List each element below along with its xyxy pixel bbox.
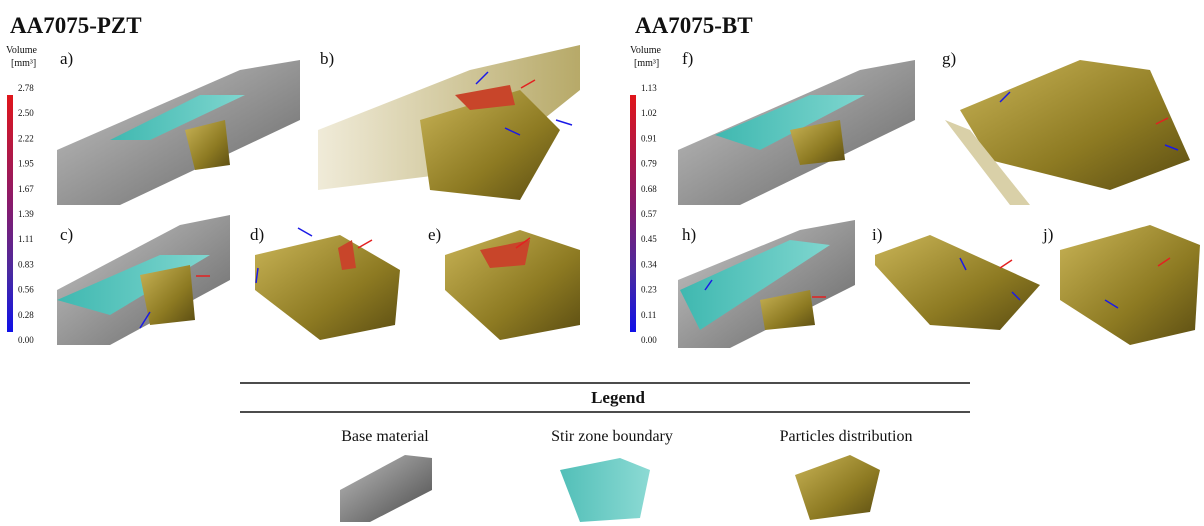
colorbar-tick-label: 0.23 bbox=[641, 285, 657, 295]
colorbar-label: Volume bbox=[630, 45, 661, 56]
colorbar-tick-label: 1.13 bbox=[641, 83, 657, 93]
page: {"left": {"title": "AA7075-PZT", "colorb… bbox=[0, 0, 1204, 526]
colorbar-unit: [mm³] bbox=[11, 58, 36, 69]
panel-label: i) bbox=[872, 225, 882, 244]
colorbar-tick-label: 0.79 bbox=[641, 159, 657, 169]
colorbar-tick-label: 1.95 bbox=[18, 159, 34, 169]
panel-label: b) bbox=[320, 49, 334, 68]
colorbar-tick-label: 1.02 bbox=[641, 108, 657, 118]
colorbar-tick-label: 0.00 bbox=[18, 335, 34, 345]
render bbox=[57, 45, 1200, 348]
legend-title: Legend bbox=[591, 388, 645, 407]
colorbar-label: Volume bbox=[6, 45, 37, 56]
figure: AA7075-PZT AA7075-BT Volume [mm³] Volume… bbox=[0, 0, 1204, 526]
colorbar-tick-label: 2.50 bbox=[18, 108, 34, 118]
colorbar-tick-label: 2.78 bbox=[18, 83, 34, 93]
panel-label: e) bbox=[428, 225, 441, 244]
colorbar-tick-label: 0.45 bbox=[641, 234, 657, 244]
title: AA7075-BT bbox=[635, 13, 753, 38]
colorbar-tick-label: 1.11 bbox=[18, 234, 33, 244]
colorbar-tick-label: 0.83 bbox=[18, 259, 34, 269]
colorbar-tick-label: 0.56 bbox=[18, 285, 34, 295]
colorbar-tick-label: 1.39 bbox=[18, 209, 34, 219]
colorbar-bar bbox=[7, 95, 13, 332]
colorbar-tick-label: 0.11 bbox=[641, 310, 656, 320]
panel-label: g) bbox=[942, 49, 956, 68]
colorbar-unit: [mm³] bbox=[634, 58, 659, 69]
colorbar-tick-label: 0.68 bbox=[641, 184, 657, 194]
panel-label: h) bbox=[682, 225, 696, 244]
panel-label: j) bbox=[1042, 225, 1053, 244]
panel-label: d) bbox=[250, 225, 264, 244]
colorbar-tick-label: 0.91 bbox=[641, 133, 657, 143]
legend: Legend Base material Stir zone boundary … bbox=[240, 383, 970, 522]
colorbar-tick-label: 0.28 bbox=[18, 310, 34, 320]
colorbar-tick-label: 0.57 bbox=[641, 209, 657, 219]
legend-item: Base material bbox=[341, 428, 429, 445]
colorbar-bar bbox=[630, 95, 636, 332]
legend-item: Stir zone boundary bbox=[551, 428, 673, 445]
colorbar-tick-label: 0.34 bbox=[641, 259, 657, 269]
panel-label: a) bbox=[60, 49, 73, 68]
panel-label: f) bbox=[682, 49, 693, 68]
colorbar-tick-label: 0.00 bbox=[641, 335, 657, 345]
legend-item: Particles distribution bbox=[780, 428, 913, 445]
colorbar-tick-label: 2.22 bbox=[18, 133, 34, 143]
colorbar-tick-label: 1.67 bbox=[18, 184, 34, 194]
title: AA7075-PZT bbox=[10, 13, 142, 38]
panel-label: c) bbox=[60, 225, 73, 244]
